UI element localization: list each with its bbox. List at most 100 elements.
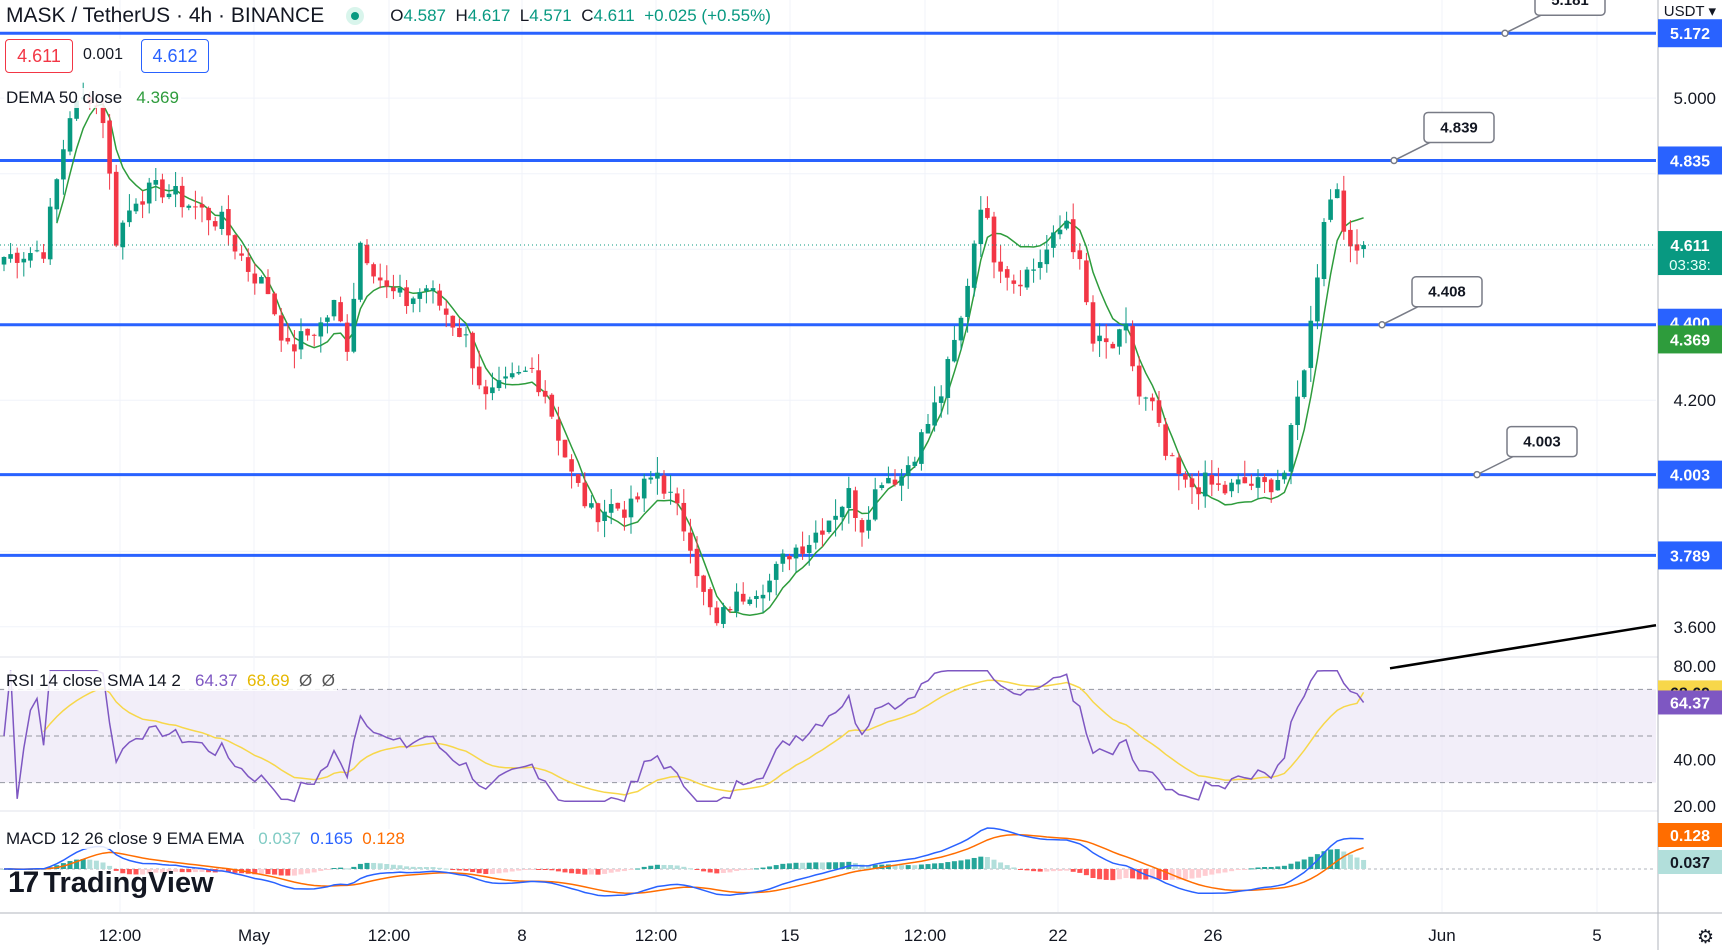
price-tag-countdown: 03:38: <box>1669 257 1711 274</box>
candle-body <box>173 186 178 195</box>
candle-body <box>1084 260 1089 303</box>
candle-body <box>305 328 310 336</box>
macd-histogram-bar <box>813 862 819 869</box>
candle-body <box>806 544 812 553</box>
macd-histogram-bar <box>318 869 324 871</box>
candle-body <box>839 506 845 518</box>
candle-body <box>1110 343 1116 349</box>
candle-body <box>1018 284 1023 287</box>
candle-body <box>14 252 20 263</box>
candle-body <box>529 367 535 369</box>
macd-histogram-bar <box>450 869 456 870</box>
candle-body <box>1334 189 1340 199</box>
macd-histogram-bar <box>707 869 713 873</box>
macd-axis-tag <box>1658 823 1722 847</box>
macd-histogram-bar <box>331 868 337 870</box>
candle-body <box>1361 245 1366 250</box>
candle-body <box>707 589 713 608</box>
market-status-icon[interactable] <box>346 7 365 25</box>
rsi-extra-1: Ø <box>299 671 313 690</box>
candle-body <box>721 607 726 624</box>
candle-body <box>239 253 244 256</box>
candle-body <box>311 334 317 336</box>
macd-histogram-bar <box>1354 857 1360 869</box>
candle-body <box>1354 244 1360 251</box>
macd-histogram-bar <box>298 869 304 875</box>
macd-histogram-bar <box>701 869 707 872</box>
candle-body <box>483 386 489 395</box>
macd-histogram-bar <box>681 866 687 869</box>
candle-body <box>252 273 258 284</box>
callout-label: 4.839 <box>1440 119 1478 136</box>
candle-body <box>1169 455 1175 457</box>
candle-body <box>767 580 772 593</box>
macd-histogram-bar <box>252 869 258 875</box>
candle-body <box>1268 479 1274 493</box>
macd-histogram-bar <box>443 868 449 870</box>
macd-histogram-bar <box>1011 867 1017 869</box>
time-tick-label: 5 <box>1592 926 1601 945</box>
macd-histogram-bar <box>1031 869 1037 872</box>
settings-gear-icon[interactable]: ⚙ <box>1696 927 1714 948</box>
candle-body <box>1176 457 1182 474</box>
macd-histogram-bar <box>410 866 416 869</box>
candle-body <box>694 548 700 577</box>
candle-body <box>160 179 165 198</box>
candle-body <box>331 299 337 317</box>
candle-body <box>595 503 601 523</box>
candle-body <box>938 396 944 403</box>
macd-axis-tag-label: 0.037 <box>1670 855 1710 872</box>
candle-body <box>734 591 739 612</box>
candle-body <box>872 489 878 520</box>
macd-histogram-bar <box>654 864 660 869</box>
candle-body <box>714 607 720 624</box>
candle-body <box>760 594 766 599</box>
callout-anchor <box>1501 29 1509 37</box>
tradingview-logo-mark: 17 <box>8 866 39 899</box>
candle-body <box>193 206 198 208</box>
buy-price-button[interactable]: 4.612 <box>141 39 209 73</box>
candle-body <box>140 201 145 205</box>
macd-histogram-bar <box>1116 869 1122 880</box>
macd-signal-value: 0.128 <box>362 829 405 848</box>
sell-price-button[interactable]: 4.611 <box>5 39 73 73</box>
macd-histogram-bar <box>1301 859 1307 869</box>
macd-histogram-bar <box>87 859 93 869</box>
macd-histogram-bar <box>555 869 561 872</box>
macd-histogram-bar <box>272 869 278 875</box>
macd-histogram-bar <box>582 869 588 875</box>
macd-histogram-bar <box>668 865 674 869</box>
candle-body <box>470 332 475 369</box>
macd-histogram-bar <box>892 864 898 869</box>
dema-legend[interactable]: DEMA 50 close 4.369 <box>4 88 181 108</box>
candle-body <box>542 390 548 397</box>
tradingview-logo-text: TradingView <box>43 866 214 899</box>
candle-body <box>688 532 693 551</box>
macd-histogram-bar <box>899 865 905 869</box>
macd-histogram-bar <box>1149 869 1155 880</box>
candle-body <box>925 423 931 434</box>
rsi-legend[interactable]: RSI 14 close SMA 14 2 64.37 68.69 Ø Ø <box>4 671 337 691</box>
candle-body <box>338 302 343 322</box>
macd-histogram-bar <box>602 869 608 874</box>
candle-body <box>292 344 297 352</box>
rsi-tick-label: 80.00 <box>1673 657 1716 676</box>
symbol-title[interactable]: MASK / TetherUS · 4h · BINANCE <box>6 4 325 27</box>
buy-price: 4.612 <box>152 45 198 66</box>
rsi-label: RSI 14 close SMA 14 2 <box>6 671 181 690</box>
macd-histogram-bar <box>1222 869 1228 873</box>
callout-anchor <box>1378 320 1386 329</box>
callout-box <box>1411 275 1483 308</box>
ohlc-low: 4.571 <box>529 6 572 25</box>
currency-selector[interactable]: USDT ▾ <box>1663 3 1716 20</box>
candle-body <box>971 243 977 288</box>
candle-body <box>1103 338 1109 343</box>
macd-histogram-bar <box>1110 869 1116 881</box>
macd-histogram-bar <box>872 864 878 869</box>
candle-body <box>787 556 792 560</box>
candle-body <box>905 465 911 476</box>
macd-legend[interactable]: MACD 12 26 close 9 EMA EMA 0.037 0.165 0… <box>4 829 407 849</box>
candle-body <box>179 185 185 208</box>
candle-body <box>219 211 225 230</box>
